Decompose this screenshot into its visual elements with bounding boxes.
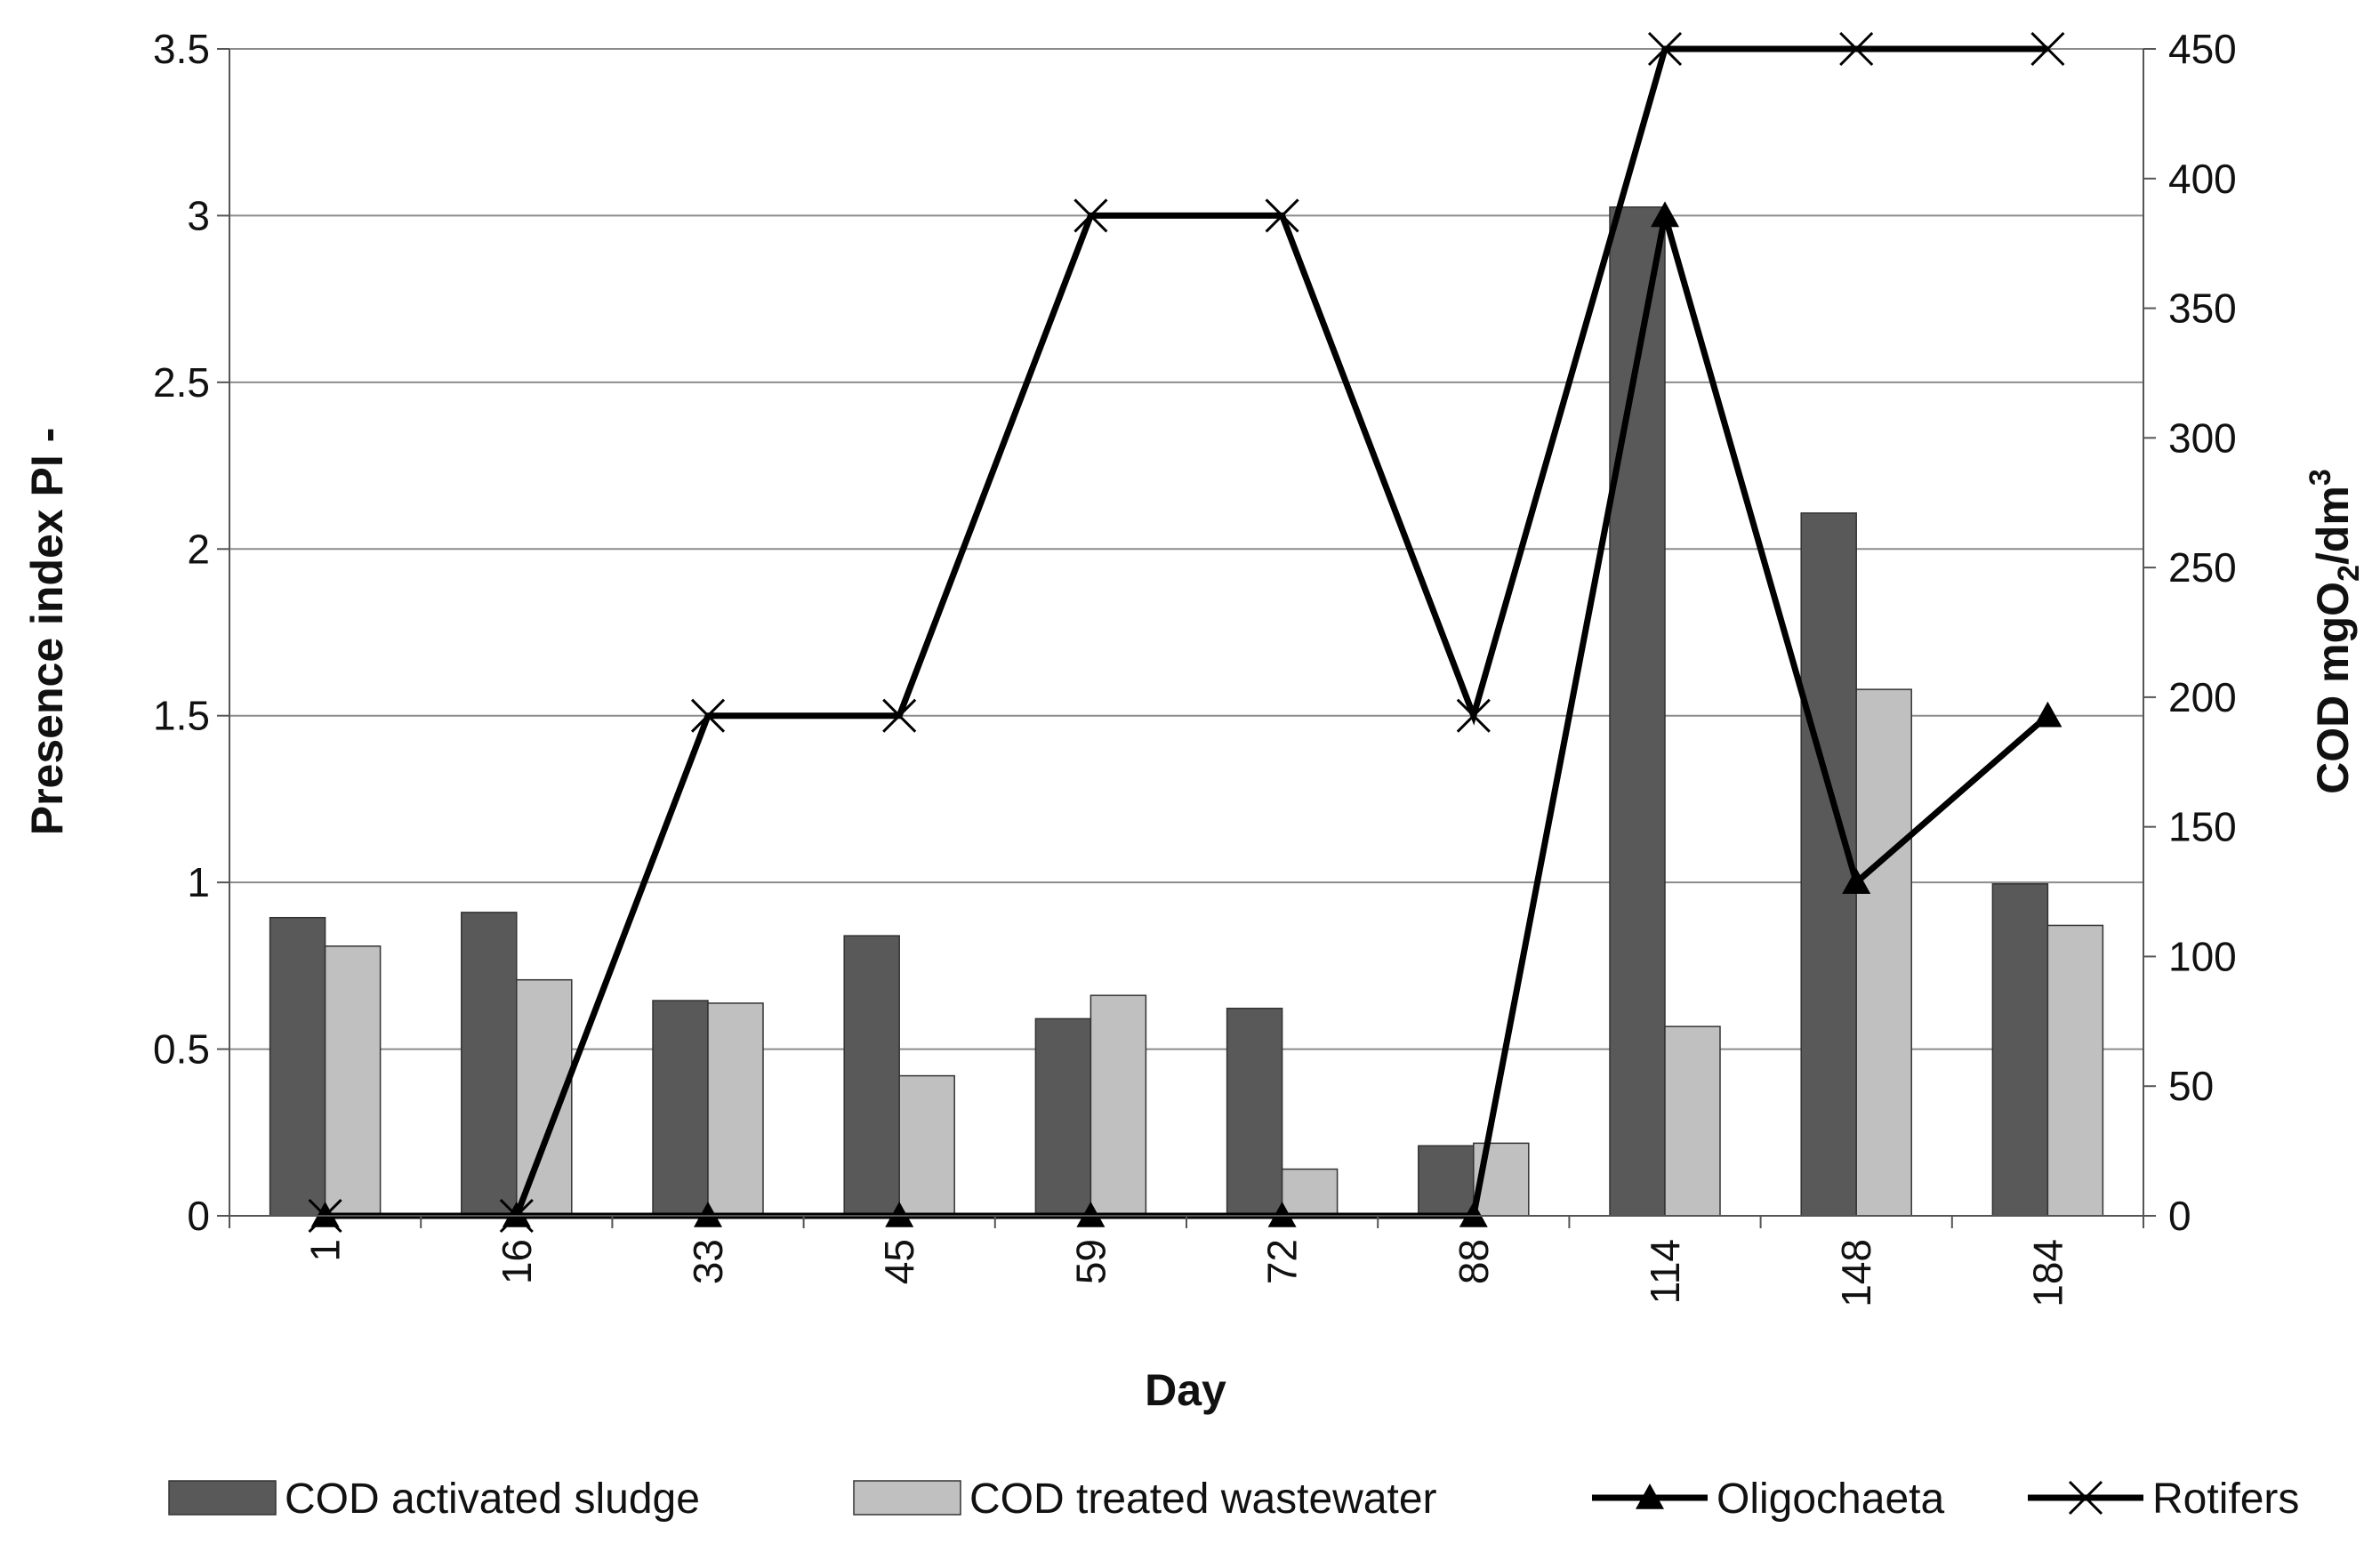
series-line-rotifers [325,45,2048,1219]
bars [269,206,2104,1217]
y-tick-label: 1.5 [153,693,210,739]
x-tick-label: 88 [1451,1239,1497,1284]
triangle-marker [1076,1202,1106,1227]
bar [324,945,382,1217]
legend: COD activated sludge COD treated wastewat… [168,1476,2299,1523]
y-tick-label: 2 [187,526,210,572]
y2-tick-label: 300 [2168,414,2237,461]
triangle-marker [885,1202,914,1227]
bar [461,912,518,1217]
legend-label: COD treated wastewater [969,1476,1437,1523]
x-axis-ticks: 1 16 33 45 59 72 88 114 148 184 [229,1216,2144,1307]
triangle-marker [2033,701,2062,728]
triangle-marker [1636,1484,1664,1509]
x-marker [1073,198,1108,233]
x-marker [1647,31,1683,67]
legend-label: Rotifers [2152,1476,2299,1523]
x-tick-label: 33 [685,1239,731,1284]
x-marker [690,698,726,733]
y-tick-label: 3 [187,192,210,238]
triangle-marker [1459,1202,1488,1227]
x-tick-label: 59 [1067,1239,1114,1284]
y2-title-sup: 3 [2304,469,2337,486]
y2-tick-label: 350 [2168,285,2237,332]
x-marker [1265,198,1299,233]
left-axis-ticks: 0 0.5 1 1.5 2 2.5 3 3.5 [153,26,229,1239]
y2-tick-label: 250 [2168,544,2237,591]
y2-title-sub: 2 [2332,565,2366,582]
triangle-marker [1267,1202,1297,1227]
y-tick-label: 1 [187,859,210,905]
y-tick-label: 0 [187,1193,210,1239]
x-tick-label: 45 [876,1239,922,1284]
bar [652,1000,709,1217]
legend-swatch [853,1480,961,1516]
y-tick-label: 2.5 [153,359,210,406]
triangle-marker [1842,868,1871,894]
y2-axis-title: COD mgO2/dm3 [2304,469,2366,794]
x-tick-label: 184 [2024,1239,2070,1307]
bar [1281,1168,1339,1217]
bar [707,1002,764,1217]
bar [898,1074,955,1217]
bar [1034,1017,1092,1217]
x-marker [1456,698,1491,733]
bar [1418,1145,1475,1217]
bar [1991,883,2049,1217]
y-tick-label: 0.5 [153,1026,210,1073]
bar [1089,994,1147,1217]
x-axis-title: Day [1145,1365,1226,1415]
y2-tick-label: 400 [2168,156,2237,202]
x-tick-label: 16 [494,1239,540,1284]
y-axis-title: Presence index PI - [22,428,72,836]
x-marker [882,698,917,733]
x-marker [1839,31,1874,67]
x-tick-label: 1 [302,1239,349,1262]
x-tick-label: 72 [1259,1239,1306,1284]
legend-label: COD activated sludge [285,1476,700,1523]
x-tick-label: 148 [1833,1239,1879,1307]
x-tick-label: 114 [1642,1239,1688,1304]
y2-tick-label: 200 [2168,674,2237,720]
y2-tick-label: 50 [2168,1063,2214,1109]
bar [1855,688,1912,1217]
x-marker [2068,1480,2103,1516]
y2-title-main: COD mgO [2308,582,2358,794]
y2-tick-label: 450 [2168,26,2237,72]
triangle-marker [1651,201,1679,228]
legend-label: Oligochaeta [1717,1476,1944,1523]
bar [269,916,326,1217]
y2-tick-label: 150 [2168,804,2237,850]
bar [1664,1025,1721,1217]
x-marker [2030,31,2065,67]
y2-title-mid: /dm [2308,486,2358,565]
legend-swatch [168,1480,277,1516]
bar [843,935,900,1217]
right-axis-ticks: 0 50 100 150 200 250 300 350 400 450 [2143,26,2237,1239]
bar [2046,924,2104,1217]
y-tick-label: 3.5 [153,26,210,72]
y2-tick-label: 0 [2168,1193,2191,1239]
bar [1226,1008,1283,1217]
bar [1800,512,1857,1217]
y2-tick-label: 100 [2168,933,2237,979]
triangle-marker [694,1202,722,1227]
